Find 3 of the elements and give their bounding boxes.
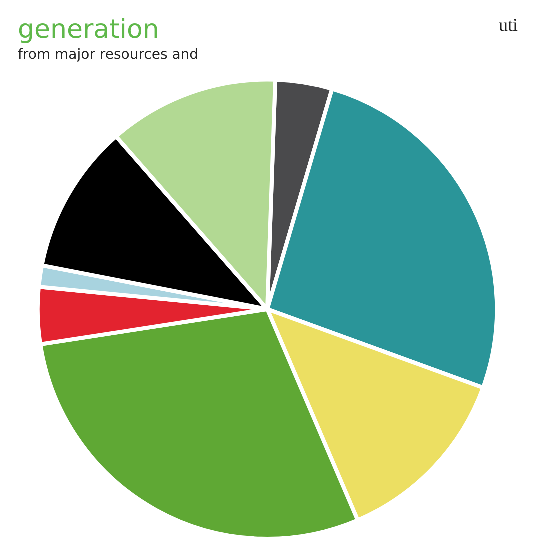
text: uti: [499, 15, 518, 35]
text: generation: [18, 15, 160, 45]
text: from major resources and: [18, 47, 199, 63]
